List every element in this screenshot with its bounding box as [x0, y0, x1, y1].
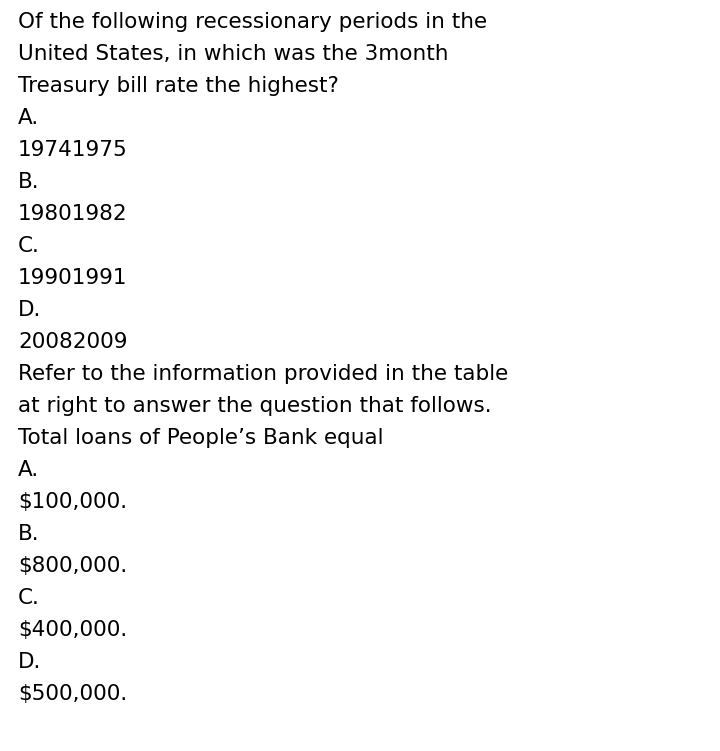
Text: A.: A.: [18, 460, 40, 480]
Text: C.: C.: [18, 588, 40, 608]
Text: $800,000.: $800,000.: [18, 556, 127, 576]
Text: $500,000.: $500,000.: [18, 684, 127, 704]
Text: 19741975: 19741975: [18, 140, 127, 160]
Text: United States, in which was the 3month: United States, in which was the 3month: [18, 44, 449, 64]
Text: at right to answer the question that follows.: at right to answer the question that fol…: [18, 396, 492, 416]
Text: 20082009: 20082009: [18, 332, 127, 352]
Text: Refer to the information provided in the table: Refer to the information provided in the…: [18, 364, 508, 384]
Text: 19801982: 19801982: [18, 204, 127, 224]
Text: $100,000.: $100,000.: [18, 492, 127, 512]
Text: B.: B.: [18, 172, 40, 192]
Text: A.: A.: [18, 108, 40, 128]
Text: C.: C.: [18, 236, 40, 256]
Text: D.: D.: [18, 300, 41, 320]
Text: Treasury bill rate the highest?: Treasury bill rate the highest?: [18, 76, 339, 96]
Text: Of the following recessionary periods in the: Of the following recessionary periods in…: [18, 12, 487, 32]
Text: 19901991: 19901991: [18, 268, 127, 288]
Text: B.: B.: [18, 524, 40, 544]
Text: D.: D.: [18, 652, 41, 672]
Text: Total loans of People’s Bank equal: Total loans of People’s Bank equal: [18, 428, 384, 448]
Text: $400,000.: $400,000.: [18, 620, 127, 640]
